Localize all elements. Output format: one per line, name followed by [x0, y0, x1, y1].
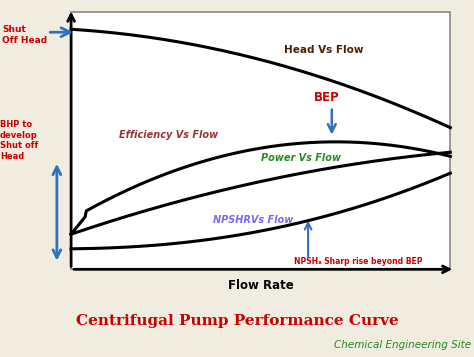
- FancyBboxPatch shape: [71, 12, 450, 269]
- Text: NPSHₐ Sharp rise beyond BEP: NPSHₐ Sharp rise beyond BEP: [294, 257, 422, 266]
- Text: BHP to
develop
Shut off
Head: BHP to develop Shut off Head: [0, 120, 38, 161]
- Text: Shut
Off Head: Shut Off Head: [2, 25, 47, 45]
- Text: Head Vs Flow: Head Vs Flow: [284, 45, 364, 55]
- Text: BEP: BEP: [314, 91, 340, 104]
- Text: Centrifugal Pump Performance Curve: Centrifugal Pump Performance Curve: [76, 314, 398, 328]
- Text: Power Vs Flow: Power Vs Flow: [261, 153, 341, 163]
- Text: NPSHRVs Flow: NPSHRVs Flow: [213, 215, 293, 225]
- Text: Flow Rate: Flow Rate: [228, 279, 293, 292]
- Text: Chemical Engineering Site: Chemical Engineering Site: [334, 340, 472, 350]
- Text: Efficiency Vs Flow: Efficiency Vs Flow: [118, 130, 218, 140]
